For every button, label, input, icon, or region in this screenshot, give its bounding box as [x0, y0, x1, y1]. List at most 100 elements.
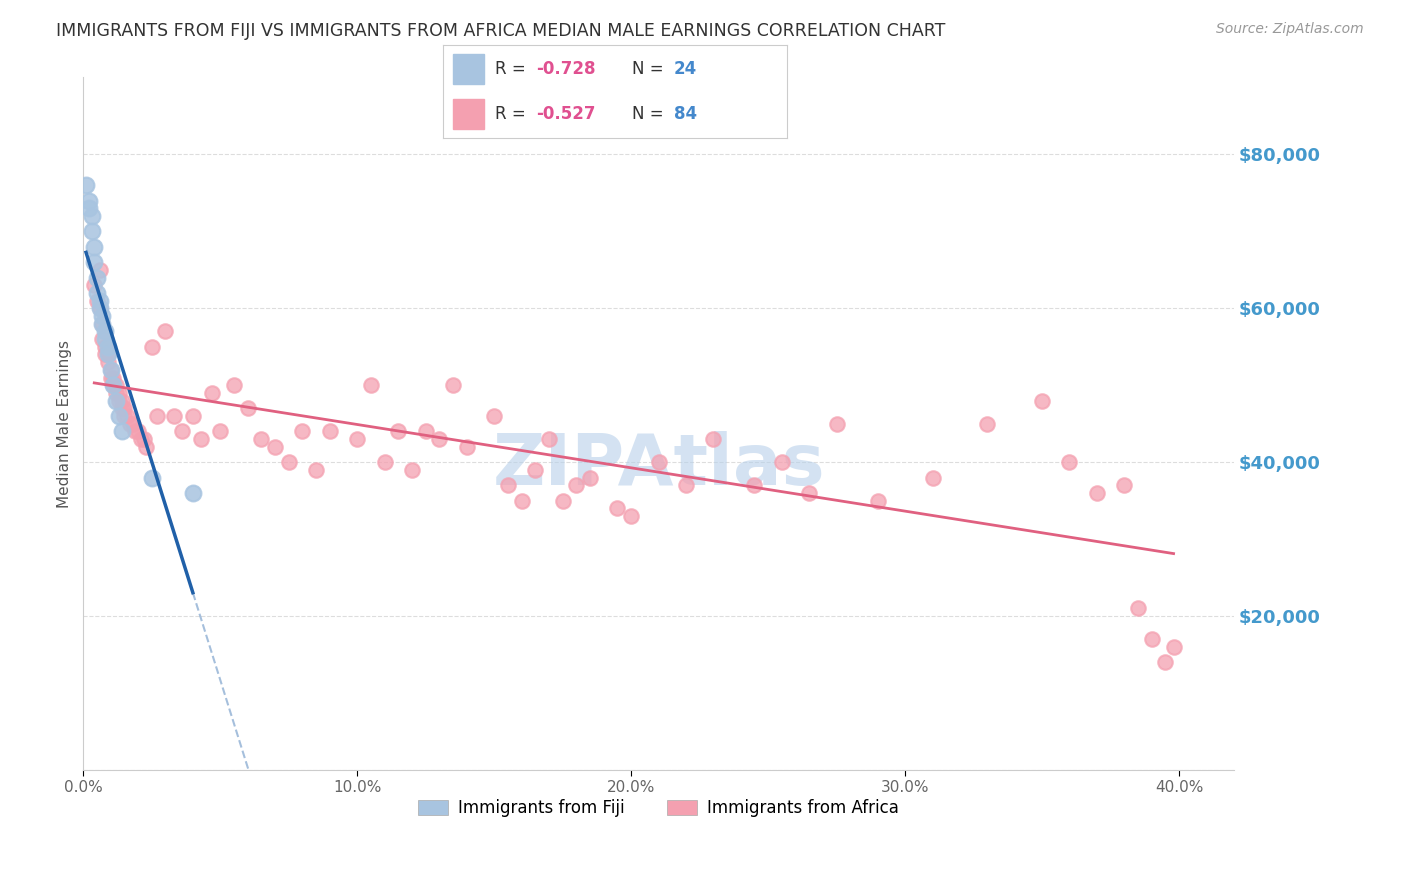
Point [146, 409, 169, 423]
Point [1154, 655, 1177, 669]
Point [209, 425, 232, 439]
Point [91, 309, 114, 323]
Point [429, 432, 451, 446]
Point [83, 255, 105, 269]
Point [89, 301, 111, 316]
Point [89, 293, 111, 308]
Point [75, 178, 97, 193]
Point [118, 417, 141, 431]
Point [866, 493, 889, 508]
Point [89, 301, 111, 316]
Text: -0.728: -0.728 [536, 60, 595, 78]
Point [124, 425, 146, 439]
Text: IMMIGRANTS FROM FIJI VS IMMIGRANTS FROM AFRICA MEDIAN MALE EARNINGS CORRELATION : IMMIGRANTS FROM FIJI VS IMMIGRANTS FROM … [56, 22, 946, 40]
Point [675, 478, 697, 492]
Bar [453, 99, 484, 129]
Point [537, 432, 560, 446]
Point [141, 470, 163, 484]
Point [579, 470, 602, 484]
Point [108, 393, 131, 408]
Bar [453, 54, 484, 84]
Point [1085, 486, 1108, 500]
Point [103, 370, 125, 384]
Point [112, 409, 135, 423]
Point [744, 478, 766, 492]
Point [100, 370, 122, 384]
Point [103, 378, 125, 392]
Point [510, 493, 533, 508]
Point [374, 455, 396, 469]
Point [565, 478, 588, 492]
Point [401, 463, 423, 477]
Point [702, 432, 724, 446]
Point [86, 285, 108, 300]
Point [647, 455, 669, 469]
Point [291, 425, 314, 439]
Point [100, 363, 122, 377]
Point [181, 409, 204, 423]
Text: R =: R = [495, 60, 530, 78]
Point [91, 317, 114, 331]
Point [94, 324, 117, 338]
Point [97, 340, 120, 354]
Point [360, 378, 382, 392]
Point [97, 347, 120, 361]
Point [250, 432, 273, 446]
Point [108, 386, 131, 401]
Point [201, 386, 224, 401]
Point [94, 347, 117, 361]
Point [441, 378, 464, 392]
Text: Source: ZipAtlas.com: Source: ZipAtlas.com [1216, 22, 1364, 37]
Point [91, 332, 114, 346]
Point [551, 493, 574, 508]
Point [181, 486, 204, 500]
Point [103, 378, 125, 392]
Point [94, 340, 117, 354]
Point [222, 378, 245, 392]
Point [89, 262, 111, 277]
Point [97, 347, 120, 361]
Point [1114, 478, 1136, 492]
Point [524, 463, 547, 477]
Point [105, 378, 128, 392]
Point [77, 194, 100, 208]
Point [236, 401, 259, 416]
Text: 84: 84 [673, 105, 697, 123]
Point [1059, 455, 1081, 469]
Point [163, 409, 186, 423]
Point [111, 401, 134, 416]
Point [111, 393, 134, 408]
Point [305, 463, 328, 477]
Point [97, 355, 120, 369]
Text: ZIPAtlas: ZIPAtlas [492, 431, 825, 500]
Point [1163, 640, 1185, 654]
Point [129, 432, 152, 446]
Point [170, 425, 193, 439]
Point [1140, 632, 1163, 647]
Text: 24: 24 [673, 60, 697, 78]
Point [94, 332, 117, 346]
Text: N =: N = [633, 60, 669, 78]
Point [105, 386, 128, 401]
Text: R =: R = [495, 105, 530, 123]
Point [1031, 393, 1053, 408]
Point [135, 440, 157, 454]
Point [976, 417, 998, 431]
Point [80, 209, 103, 223]
Point [606, 501, 628, 516]
Point [496, 478, 519, 492]
Text: N =: N = [633, 105, 669, 123]
Legend: Immigrants from Fiji, Immigrants from Africa: Immigrants from Fiji, Immigrants from Af… [412, 793, 905, 824]
Point [121, 417, 143, 431]
Point [83, 278, 105, 293]
Point [190, 432, 212, 446]
Point [825, 417, 848, 431]
Point [387, 425, 409, 439]
Point [155, 324, 177, 338]
Point [921, 470, 943, 484]
Point [80, 224, 103, 238]
Point [319, 425, 342, 439]
Point [346, 432, 368, 446]
Point [132, 432, 155, 446]
Point [127, 425, 149, 439]
